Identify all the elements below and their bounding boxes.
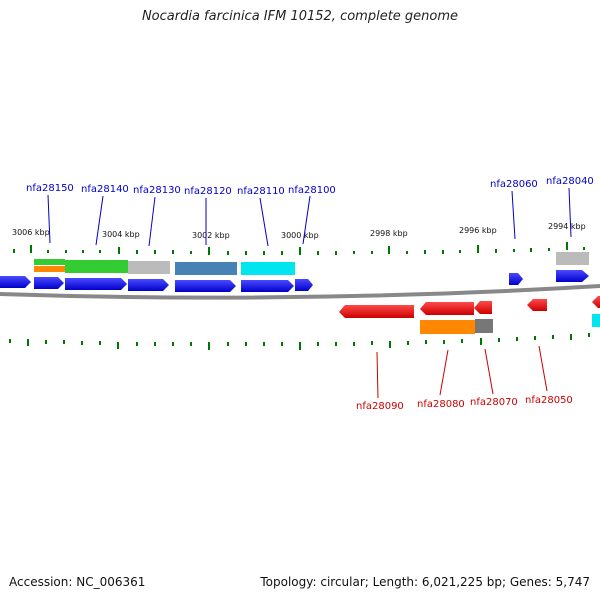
forward-feature-bars (34, 252, 589, 275)
scale-label: 2996 kbp (459, 226, 497, 235)
upper-ticks (13, 242, 585, 255)
reverse-gene-leaders (376, 345, 548, 399)
gene-label-nfa28130: nfa28130 (133, 185, 181, 196)
genome-backbone (0, 284, 600, 300)
accession-label: Accession: NC_006361 (9, 575, 146, 589)
gene-label-nfa28150: nfa28150 (26, 183, 74, 194)
scale-label: 3004 kbp (102, 230, 140, 239)
map-title: Nocardia farcinica IFM 10152, complete g… (141, 9, 459, 24)
gene-label-nfa28120: nfa28120 (184, 186, 232, 197)
reverse-gene-arrows (339, 296, 600, 318)
gene-label-nfa28140: nfa28140 (81, 184, 129, 195)
scale-label: 3000 kbp (281, 231, 319, 240)
lower-ticks (9, 333, 590, 350)
reverse-feature-bars (420, 314, 600, 334)
forward-gene-arrows (0, 270, 589, 292)
gene-label-nfa28050: nfa28050 (525, 395, 573, 406)
forward-gene-leaders (47, 187, 572, 247)
scale-label: 3002 kbp (192, 231, 230, 240)
genome-summary: Topology: circular; Length: 6,021,225 bp… (260, 575, 590, 589)
scale-label: 3006 kbp (12, 228, 50, 237)
gene-label-nfa28060: nfa28060 (490, 179, 538, 190)
gene-label-nfa28100: nfa28100 (288, 185, 336, 196)
gene-label-nfa28110: nfa28110 (237, 186, 285, 197)
gene-label-nfa28070: nfa28070 (470, 397, 518, 408)
scale-label: 2994 kbp (548, 222, 586, 231)
gene-label-nfa28090: nfa28090 (356, 401, 404, 412)
gene-label-nfa28040: nfa28040 (546, 176, 594, 187)
gene-label-nfa28080: nfa28080 (417, 399, 465, 410)
scale-label: 2998 kbp (370, 229, 408, 238)
